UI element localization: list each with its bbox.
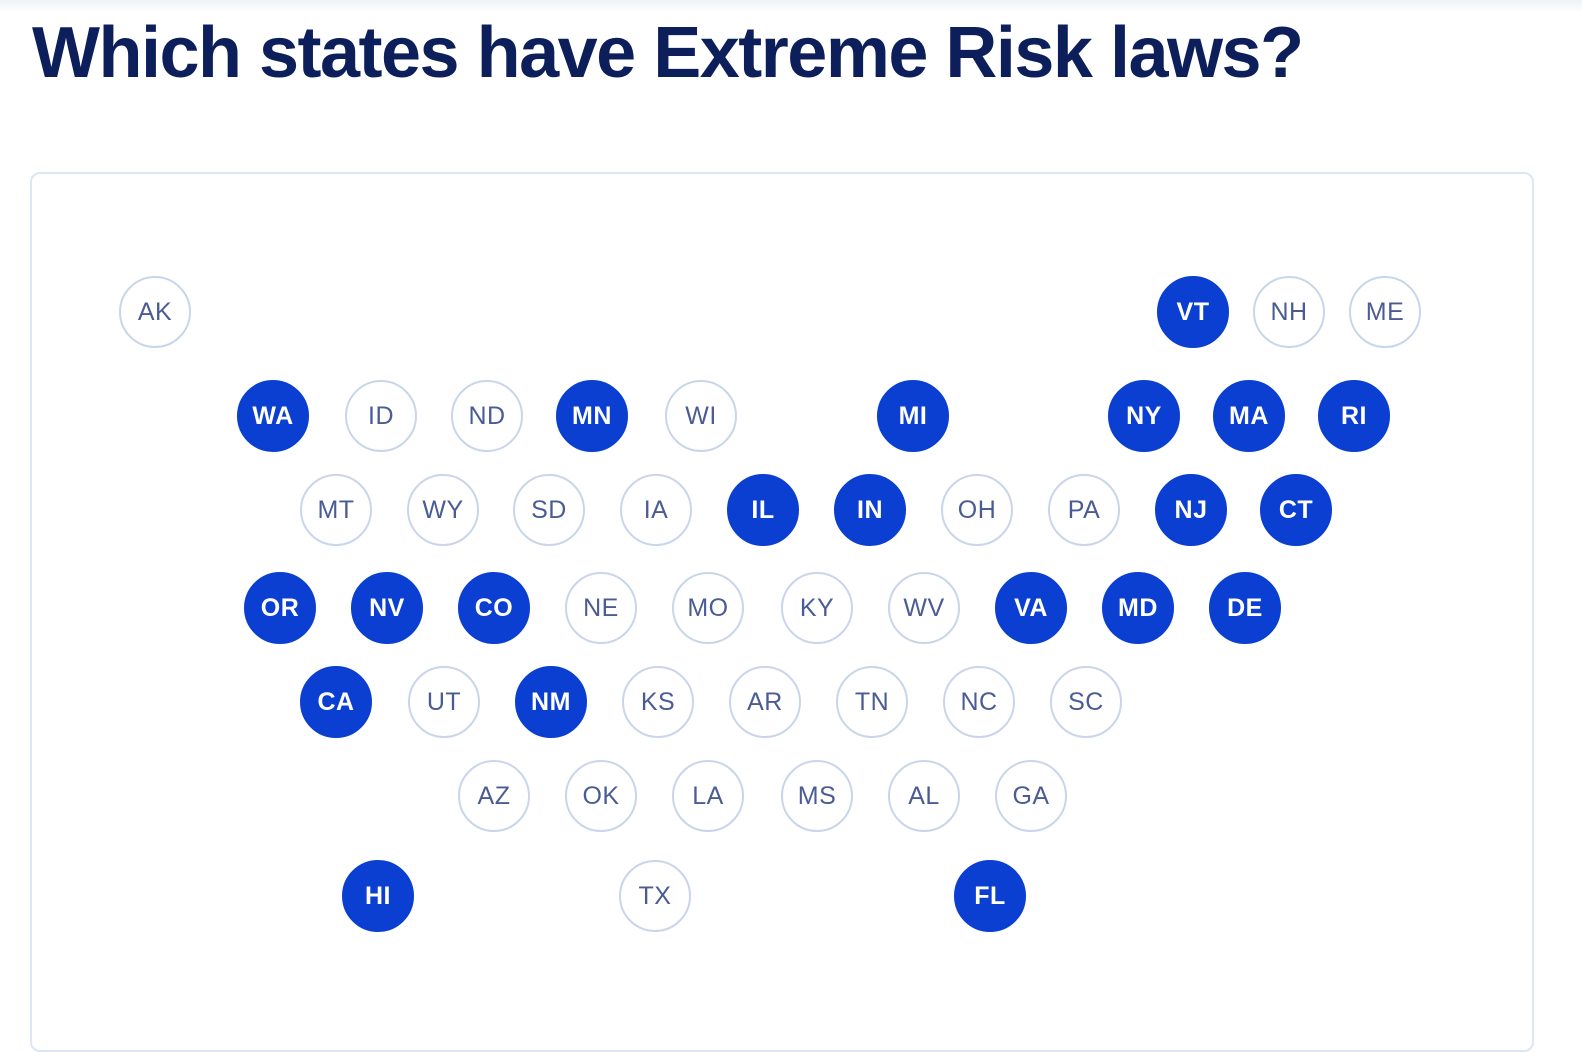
state-tile-hi[interactable]: HI: [342, 860, 414, 932]
state-tile-ok[interactable]: OK: [565, 760, 637, 832]
state-tile-va[interactable]: VA: [995, 572, 1067, 644]
state-tile-wi[interactable]: WI: [665, 380, 737, 452]
state-tile-la[interactable]: LA: [672, 760, 744, 832]
state-tile-tn[interactable]: TN: [836, 666, 908, 738]
state-tile-in[interactable]: IN: [834, 474, 906, 546]
state-tile-ga[interactable]: GA: [995, 760, 1067, 832]
state-tile-wa[interactable]: WA: [237, 380, 309, 452]
state-tile-tx[interactable]: TX: [619, 860, 691, 932]
state-tile-ks[interactable]: KS: [622, 666, 694, 738]
state-tile-nc[interactable]: NC: [943, 666, 1015, 738]
state-tile-sd[interactable]: SD: [513, 474, 585, 546]
state-tile-pa[interactable]: PA: [1048, 474, 1120, 546]
state-tile-az[interactable]: AZ: [458, 760, 530, 832]
state-tile-sc[interactable]: SC: [1050, 666, 1122, 738]
state-tile-nh[interactable]: NH: [1253, 276, 1325, 348]
state-tile-de[interactable]: DE: [1209, 572, 1281, 644]
state-tile-ia[interactable]: IA: [620, 474, 692, 546]
state-tile-id[interactable]: ID: [345, 380, 417, 452]
state-tile-oh[interactable]: OH: [941, 474, 1013, 546]
state-tile-mi[interactable]: MI: [877, 380, 949, 452]
state-tile-ut[interactable]: UT: [408, 666, 480, 738]
state-tile-me[interactable]: ME: [1349, 276, 1421, 348]
state-tile-co[interactable]: CO: [458, 572, 530, 644]
state-tile-nm[interactable]: NM: [515, 666, 587, 738]
state-tile-il[interactable]: IL: [727, 474, 799, 546]
state-tile-wy[interactable]: WY: [407, 474, 479, 546]
top-strip: [0, 0, 1582, 12]
state-tile-ak[interactable]: AK: [119, 276, 191, 348]
state-tile-ne[interactable]: NE: [565, 572, 637, 644]
state-tile-vt[interactable]: VT: [1157, 276, 1229, 348]
state-tile-mn[interactable]: MN: [556, 380, 628, 452]
state-tile-md[interactable]: MD: [1102, 572, 1174, 644]
state-tile-mt[interactable]: MT: [300, 474, 372, 546]
state-tile-ms[interactable]: MS: [781, 760, 853, 832]
state-tile-al[interactable]: AL: [888, 760, 960, 832]
state-tile-ca[interactable]: CA: [300, 666, 372, 738]
page-title: Which states have Extreme Risk laws?: [32, 13, 1304, 93]
state-tile-wv[interactable]: WV: [888, 572, 960, 644]
state-tile-nv[interactable]: NV: [351, 572, 423, 644]
state-tile-or[interactable]: OR: [244, 572, 316, 644]
state-tile-ri[interactable]: RI: [1318, 380, 1390, 452]
state-tile-nd[interactable]: ND: [451, 380, 523, 452]
state-tile-mo[interactable]: MO: [672, 572, 744, 644]
state-tile-ar[interactable]: AR: [729, 666, 801, 738]
state-tile-fl[interactable]: FL: [954, 860, 1026, 932]
state-tile-ct[interactable]: CT: [1260, 474, 1332, 546]
state-tile-nj[interactable]: NJ: [1155, 474, 1227, 546]
state-tile-ma[interactable]: MA: [1213, 380, 1285, 452]
state-tile-ny[interactable]: NY: [1108, 380, 1180, 452]
state-tile-ky[interactable]: KY: [781, 572, 853, 644]
